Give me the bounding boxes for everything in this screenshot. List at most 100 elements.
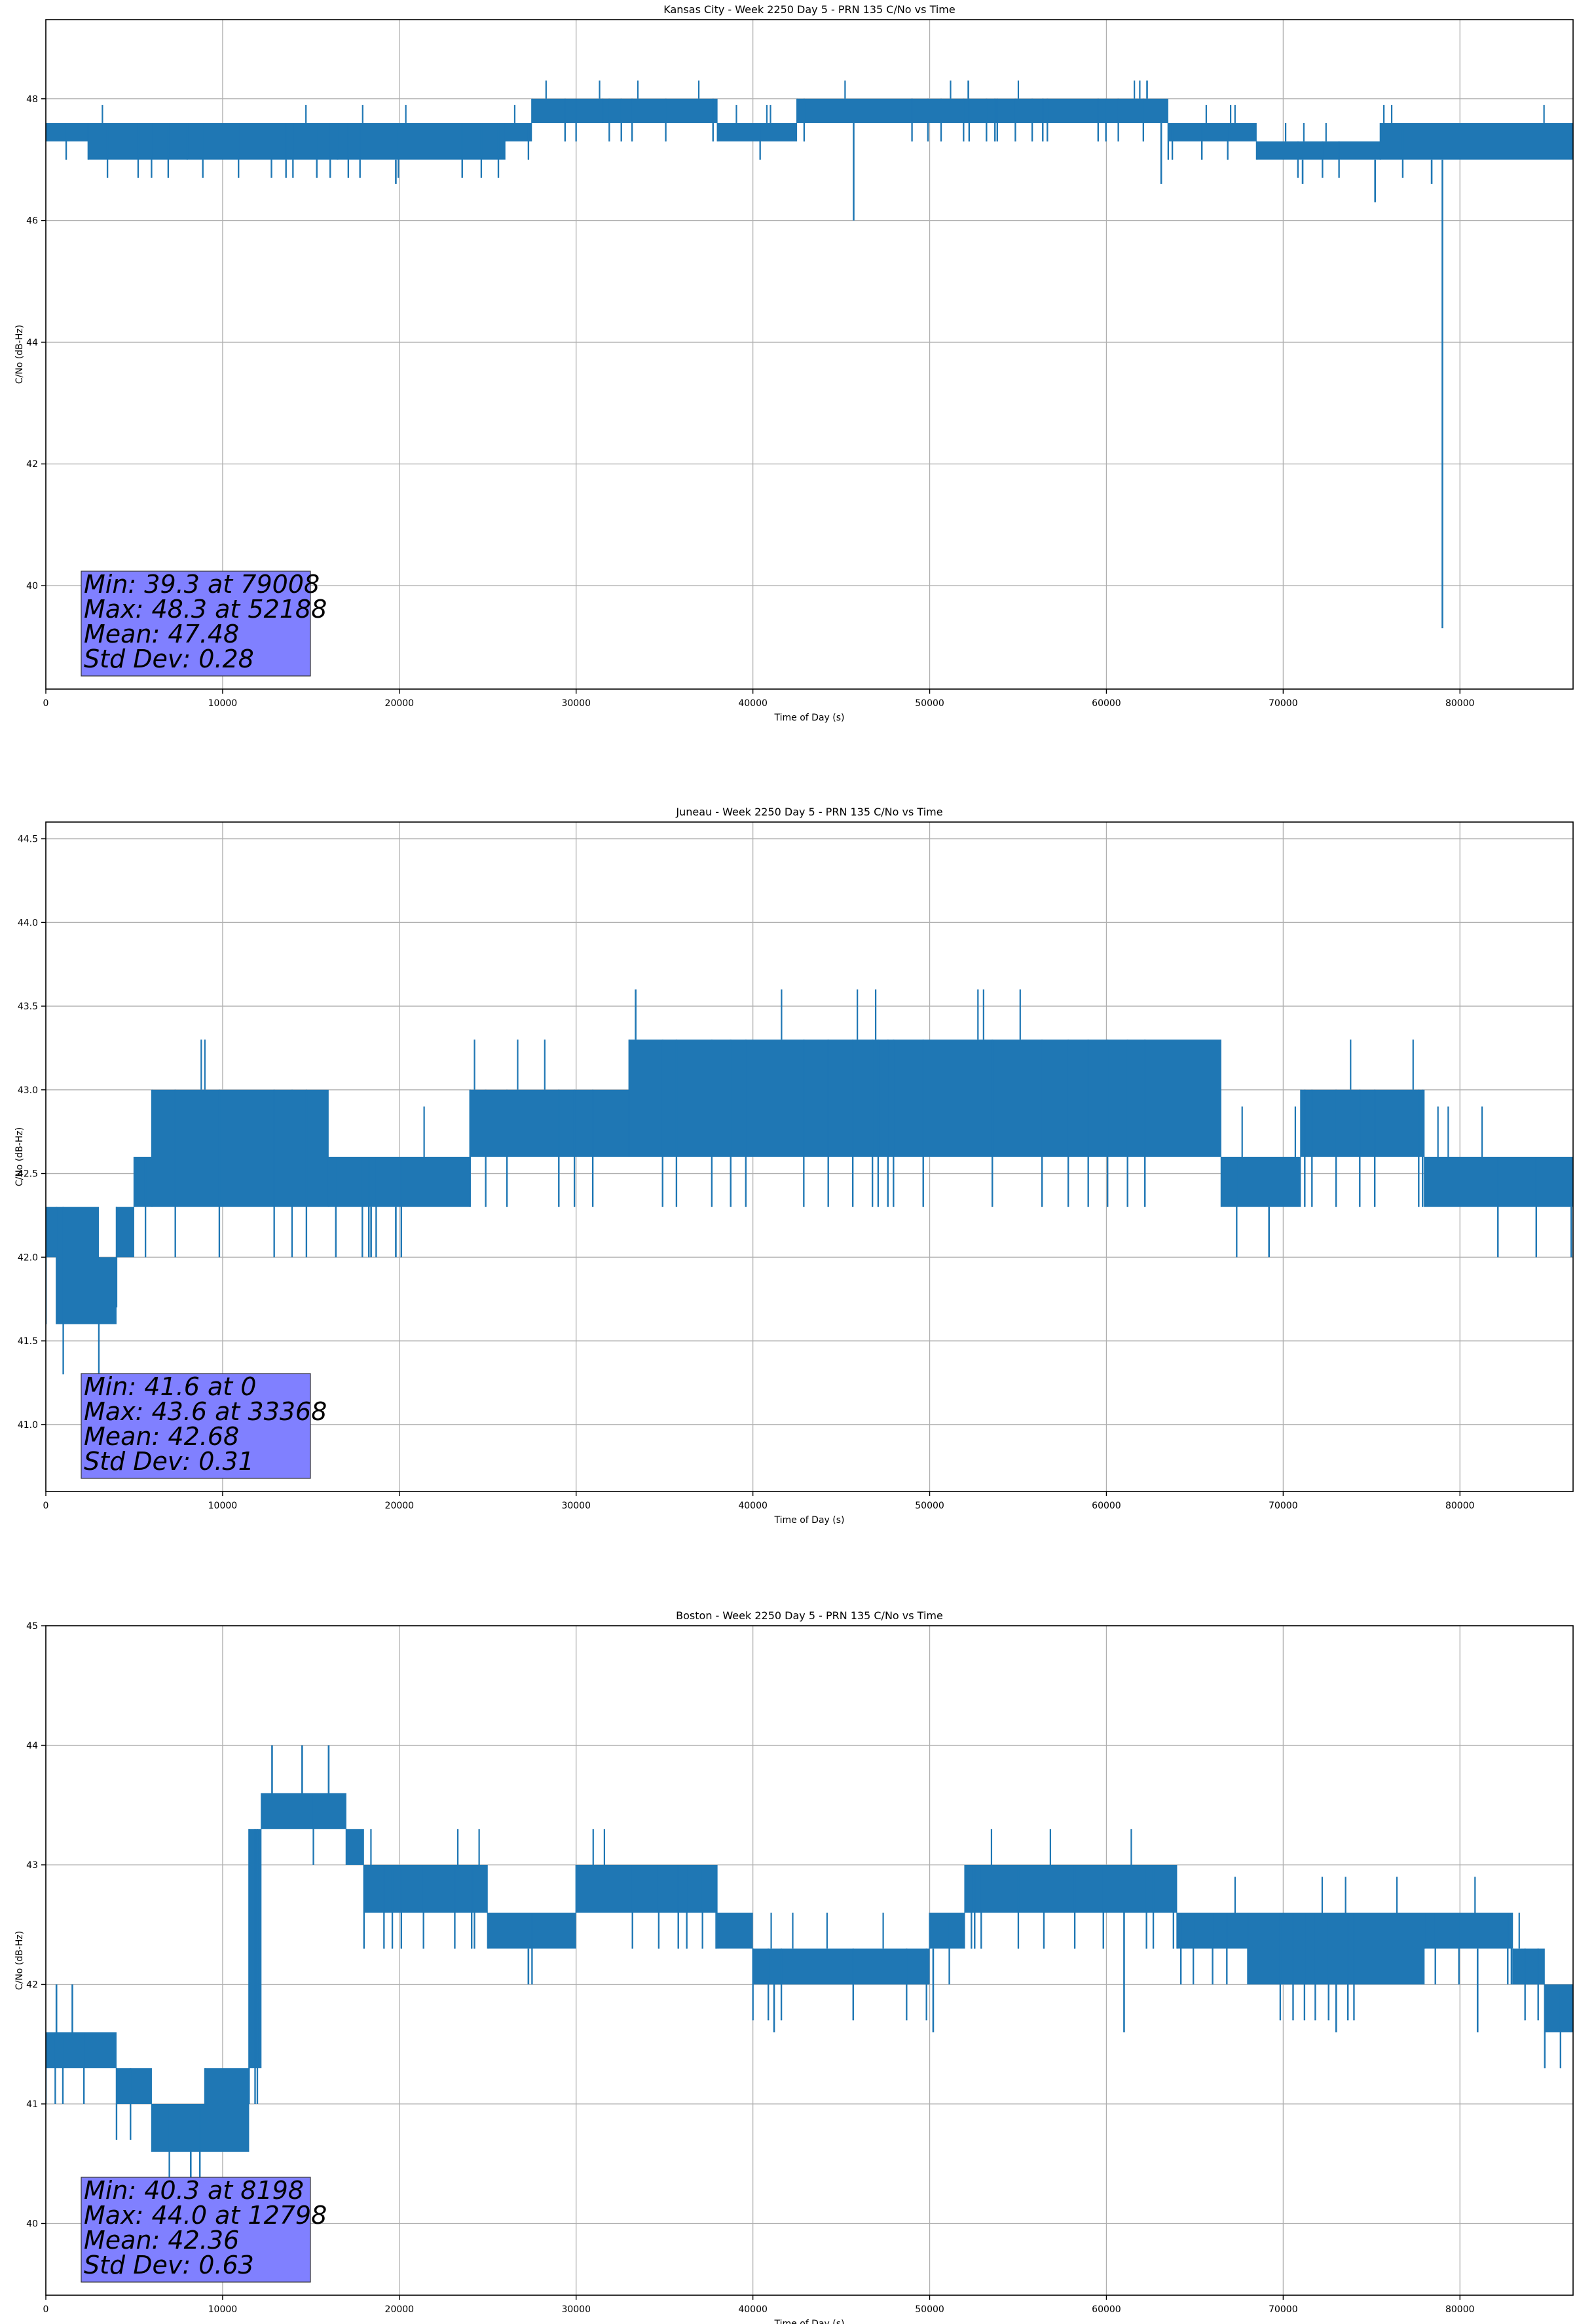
y-tick-label: 46 — [26, 216, 38, 227]
stats-background — [81, 2177, 311, 2283]
data-band — [151, 2104, 205, 2152]
x-tick-label: 50000 — [915, 1501, 944, 1511]
data-band — [1301, 1089, 1425, 1157]
series-band — [46, 1793, 1573, 2152]
x-axis-label: Time of Day (s) — [774, 2319, 845, 2324]
data-band — [328, 1157, 470, 1207]
series-noise — [46, 989, 1537, 1375]
y-tick-label: 41 — [26, 2099, 38, 2110]
x-tick-label: 10000 — [208, 1501, 238, 1511]
data-series — [46, 989, 1573, 1375]
y-tick-label: 42.5 — [18, 1169, 38, 1180]
x-tick-label: 60000 — [1092, 2304, 1121, 2315]
data-band — [1248, 1913, 1425, 1985]
y-tick-label: 45 — [26, 1621, 38, 1632]
data-band — [98, 1257, 117, 1324]
data-band — [337, 122, 506, 160]
chart-panel-3: 0 10000 20000 30000 40000 50000 60000 70000 8000… — [14, 1609, 1574, 2324]
data-band — [752, 1948, 930, 1985]
data-band — [912, 98, 1107, 123]
chart-panel-1: 0 10000 20000 30000 40000 50000 60000 70000 8000… — [14, 3, 1574, 723]
stats-line2: Max: 44.0 at 12798 — [84, 2201, 327, 2230]
series-noise — [46, 1793, 1561, 2188]
data-band — [965, 1865, 1178, 1913]
y-tick-label: 42 — [26, 1980, 38, 1991]
x-tick-label: 70000 — [1269, 698, 1298, 709]
x-tick-label: 30000 — [561, 698, 591, 709]
data-band — [929, 1913, 965, 1949]
axes-frame — [45, 1625, 1574, 2296]
data-band — [346, 1829, 364, 1865]
y-axis-label: C/No (dB-Hz) — [14, 1931, 25, 1990]
stats-line3: Mean: 42.68 — [84, 1422, 239, 1451]
x-tick-label: 80000 — [1445, 2304, 1475, 2315]
data-band — [46, 2032, 117, 2069]
data-band — [46, 1207, 57, 1258]
stats-line4: Std Dev: 0.63 — [84, 2251, 254, 2279]
data-band — [134, 1157, 152, 1207]
x-tick-label: 20000 — [385, 2304, 415, 2315]
data-band — [717, 122, 798, 141]
x-tick-label: 70000 — [1269, 2304, 1298, 2315]
y-tick-label: 44.0 — [18, 918, 38, 928]
data-band — [532, 98, 603, 123]
x-tick-label: 80000 — [1445, 1501, 1475, 1511]
x-tick-label: 10000 — [208, 2304, 238, 2315]
axes-frame — [45, 821, 1574, 1492]
x-tick-label: 70000 — [1269, 1501, 1298, 1511]
x-tick-label: 20000 — [385, 698, 415, 709]
data-band — [151, 1089, 329, 1207]
chart-title: Boston - Week 2250 Day 5 - PRN 135 C/No … — [676, 1609, 943, 1622]
data-band — [1424, 1157, 1573, 1207]
x-tick-label: 80000 — [1445, 698, 1475, 709]
y-tick-label: 44.5 — [18, 834, 38, 845]
data-series — [46, 80, 1573, 629]
x-axis-label: Time of Day (s) — [774, 713, 845, 723]
data-band — [1544, 1984, 1573, 2033]
data-band — [1380, 122, 1573, 160]
chart-panel-2: 0 10000 20000 30000 40000 50000 60000 70000 8000… — [14, 806, 1574, 1526]
data-band — [576, 1865, 718, 1913]
y-tick-label: 40 — [26, 581, 38, 591]
x-tick-label: 40000 — [738, 2304, 768, 2315]
y-tick-label: 42 — [26, 459, 38, 470]
x-tick-label: 50000 — [915, 698, 944, 709]
series-band — [46, 1040, 1573, 1324]
data-band — [629, 1040, 1221, 1157]
y-axis-label: C/No (dB-Hz) — [14, 1127, 25, 1186]
x-tick-label: 30000 — [561, 1501, 591, 1511]
data-band — [1513, 1948, 1545, 1985]
x-tick-label: 30000 — [561, 2304, 591, 2315]
y-tick-label: 44 — [26, 337, 38, 348]
y-tick-label: 40 — [26, 2219, 38, 2230]
series-band — [46, 98, 1573, 160]
x-axis: 0 10000 20000 30000 40000 50000 60000 70000 8000… — [43, 1491, 1475, 1511]
series-noise — [46, 80, 1545, 178]
x-axis: 0 10000 20000 30000 40000 50000 60000 70000 8000… — [43, 2295, 1475, 2315]
stats-line3: Mean: 47.48 — [84, 620, 239, 648]
y-tick-label: 41.5 — [18, 1336, 38, 1347]
x-tick-label: 0 — [43, 698, 49, 709]
y-tick-label: 43.0 — [18, 1085, 38, 1096]
y-axis: 40 42 44 46 48 — [26, 94, 46, 591]
x-tick-label: 40000 — [738, 1501, 768, 1511]
y-tick-label: 48 — [26, 94, 38, 105]
data-band — [46, 122, 88, 141]
x-axis: 0 10000 20000 30000 40000 50000 60000 70000 8000… — [43, 689, 1475, 709]
data-band — [1168, 122, 1257, 141]
stats-line3: Mean: 42.36 — [84, 2226, 239, 2255]
data-band — [204, 2068, 250, 2152]
x-tick-label: 0 — [43, 1501, 49, 1511]
data-band — [261, 1793, 346, 1829]
stats-line2: Max: 48.3 at 52188 — [84, 595, 327, 624]
x-tick-label: 50000 — [915, 2304, 944, 2315]
x-tick-label: 60000 — [1092, 698, 1121, 709]
data-band — [1256, 141, 1381, 160]
y-tick-label: 43.5 — [18, 1002, 38, 1012]
chart-title: Juneau - Week 2250 Day 5 - PRN 135 C/No … — [675, 806, 942, 818]
x-axis-label: Time of Day (s) — [774, 1515, 845, 1526]
y-axis: 41.0 41.5 42.0 42.5 43.0 43.5 44.0 44.5 — [18, 834, 46, 1431]
